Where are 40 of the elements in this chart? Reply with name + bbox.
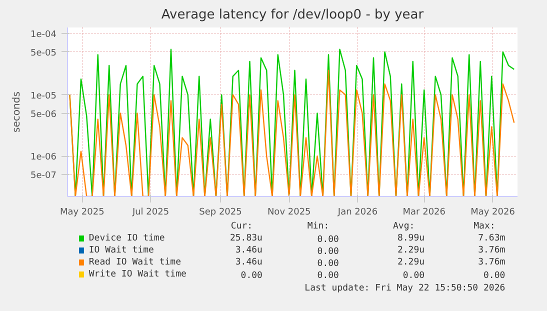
text: 0.00 (317, 259, 339, 269)
text: 3.76m (478, 258, 506, 268)
text: Min: (307, 222, 330, 232)
text: 0.00 (317, 235, 339, 245)
y-tick-label: 5e-05 (30, 48, 57, 58)
text: Last update: Fri May 22 15:50:50 2026 (304, 284, 506, 294)
y-axis-title: seconds (12, 92, 23, 132)
x-tick-label: Sep 2025 (199, 208, 242, 218)
text: 8.99u (397, 234, 425, 244)
text: Max: (474, 222, 496, 232)
text: 25.83u (230, 234, 262, 244)
y-tick-label: 1e-04 (30, 30, 57, 40)
legend-label: Device IO time (88, 234, 165, 244)
x-tick-label: May 2025 (60, 208, 104, 218)
x-tick-label: Jul 2025 (131, 208, 170, 218)
x-tick-label: Jan 2026 (336, 208, 378, 218)
chart-title: Average latency for /dev/loop0 - by year (161, 8, 424, 22)
text: 0.00 (317, 271, 339, 281)
text: 2.29u (397, 258, 425, 268)
text: 0.00 (240, 271, 262, 281)
text: Cur: (230, 222, 253, 232)
x-tick-label: May 2026 (470, 208, 516, 218)
y-tick-label: 5e-06 (30, 110, 57, 120)
y-tick-label: 5e-07 (30, 171, 57, 182)
legend-label: Write IO Wait time (88, 270, 186, 280)
text: 0.00 (402, 271, 425, 281)
text: 2.29u (397, 246, 425, 256)
text: 7.63m (478, 234, 506, 244)
text: 0.00 (317, 247, 339, 257)
legend-label: Read IO Wait time (88, 258, 182, 268)
text: 0.00 (483, 271, 506, 281)
text: 3.76m (478, 246, 506, 256)
x-tick-label: Nov 2025 (267, 208, 311, 218)
y-tick-label: 1e-06 (30, 152, 57, 163)
y-tick-label: 1e-05 (30, 91, 57, 102)
text: 3.46u (235, 246, 262, 256)
x-tick-label: Mar 2026 (402, 208, 446, 218)
text: 3.46u (235, 258, 262, 268)
text: Avg: (392, 222, 415, 232)
legend-label: IO Wait time (88, 246, 154, 256)
